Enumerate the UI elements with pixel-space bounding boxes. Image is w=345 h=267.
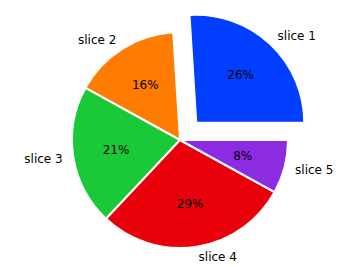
svg-text:16%: 16% [132, 78, 159, 92]
svg-text:26%: 26% [227, 68, 254, 82]
svg-text:slice 3: slice 3 [24, 152, 62, 166]
svg-text:slice 5: slice 5 [295, 163, 333, 177]
svg-text:21%: 21% [103, 143, 130, 157]
svg-text:slice 4: slice 4 [199, 250, 237, 264]
svg-text:slice 2: slice 2 [78, 33, 116, 47]
svg-text:8%: 8% [233, 149, 252, 163]
svg-text:slice 1: slice 1 [278, 29, 316, 43]
svg-text:29%: 29% [177, 197, 204, 211]
